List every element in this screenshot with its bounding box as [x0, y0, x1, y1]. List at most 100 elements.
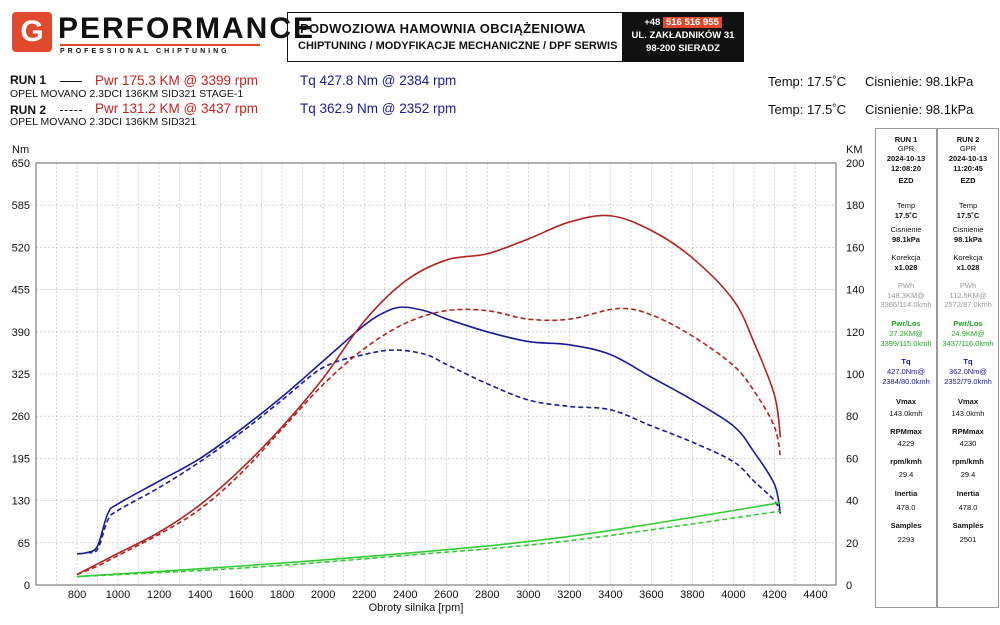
- x-tick-label: 3600: [639, 589, 663, 601]
- run2-legend-line: [60, 110, 82, 111]
- y-left-tick-label: 585: [12, 200, 30, 212]
- run1-stat-tq1: 427.0Nm@: [886, 367, 926, 376]
- run1-car: OPEL MOVANO 2.3DCI 136KM SID321 STAGE-1: [10, 88, 244, 100]
- run2-label: RUN 2: [10, 103, 47, 117]
- run2-stat-pwh1: 112.5KM@: [949, 291, 987, 300]
- x-tick-label: 2000: [311, 589, 335, 601]
- brand-tagline: PROFESSIONAL CHIPTUNING: [60, 48, 230, 55]
- x-tick-label: 1800: [270, 589, 294, 601]
- y-right-axis-title: KM: [846, 144, 863, 156]
- y-right-tick-label: 160: [846, 242, 864, 254]
- header-title: PODWOZIOWA HAMOWNIA OBCIĄŻENIOWA: [300, 21, 586, 36]
- brand-underline: [60, 44, 260, 46]
- x-tick-label: 2800: [475, 589, 499, 601]
- plot-frame: [35, 162, 837, 586]
- run2-stat-tq1: 362.0Nm@: [948, 367, 988, 376]
- brand-logo-icon: G: [12, 12, 52, 52]
- run1-power: Pwr 175.3 KM @ 3399 rpm: [95, 73, 259, 88]
- run2-stat-rk-label: rpm/kmh: [952, 457, 984, 466]
- los-run-2-series: [76, 510, 781, 578]
- brand-name: PERFORMANCE: [58, 12, 316, 45]
- y-left-tick-label: 520: [12, 242, 30, 254]
- run1-torque: Tq 427.8 Nm @ 2384 rpm: [300, 73, 457, 88]
- run1-stat-kor: x1.028: [894, 263, 918, 272]
- y-left-tick-label: 65: [18, 538, 30, 550]
- y-left-tick-label: 390: [12, 327, 30, 339]
- run2-stat-s: 2501: [959, 535, 977, 544]
- run2-stat-tq2: 2352/79.0kmh: [944, 377, 992, 386]
- run2-stat-in: 478.0: [958, 503, 978, 512]
- run2-stat-in-label: Inertia: [956, 489, 980, 498]
- header-title-box: [287, 12, 624, 62]
- run2-stat-pwh2: 2572/87.0kmh: [944, 300, 992, 309]
- y-right-tick-label: 100: [846, 369, 864, 381]
- run2-power: Pwr 131.2 KM @ 3437 rpm: [95, 101, 259, 116]
- run1-stat-gpr: GPR: [897, 144, 915, 153]
- run2-stat-ezd: EZD: [960, 176, 976, 185]
- run1-stat-vmax: 143.0kmh: [889, 409, 923, 418]
- run1-stat-pwh1: 148.3KM@: [887, 291, 925, 300]
- y-right-tick-label: 120: [846, 327, 864, 339]
- run2-stat-pwr1: 24.9KM@: [951, 329, 985, 338]
- x-tick-label: 1400: [188, 589, 212, 601]
- run1-stat-tq2: 2384/80.0kmh: [882, 377, 930, 386]
- run1-stat-pwr2: 3399/115.0kmh: [880, 339, 932, 348]
- run2-stat-time: 11:20:45: [953, 164, 983, 173]
- y-left-tick-label: 650: [12, 158, 30, 170]
- run1-legend-line: [60, 81, 82, 82]
- run1-stat-in: 478.0: [896, 503, 916, 512]
- run2-temp: Temp: 17.5˚C: [768, 102, 847, 117]
- run2-stat-rpm: 4230: [959, 439, 977, 448]
- run1-stat-cis-label: Cisnienie: [890, 225, 922, 234]
- y-left-tick-label: 195: [12, 453, 30, 465]
- x-tick-label: 2400: [393, 589, 417, 601]
- run2-stat-temp-label: Temp: [958, 201, 978, 210]
- y-left-tick-label: 260: [12, 411, 30, 423]
- run1-stat-kor-label: Korekcja: [891, 253, 921, 262]
- run2-stat-rpm-label: RPMmax: [952, 427, 984, 436]
- address-street: UL. ZAKŁADNIKÓW 31: [631, 30, 735, 41]
- y-right-tick-label: 40: [846, 496, 858, 508]
- run2-stat-vmax: 143.0kmh: [951, 409, 985, 418]
- y-left-tick-label: 130: [12, 496, 30, 508]
- x-tick-label: 3000: [516, 589, 540, 601]
- run1-stat-ezd: EZD: [898, 176, 914, 185]
- run2-stat-temp: 17.5˚C: [956, 211, 980, 220]
- x-tick-label: 2200: [352, 589, 376, 601]
- run2-stat-pwr-label: Pwr/Los: [953, 319, 983, 328]
- run2-pressure: Cisnienie: 98.1kPa: [865, 102, 974, 117]
- tq-run-2-series: [87, 349, 782, 554]
- run2-torque: Tq 362.9 Nm @ 2352 rpm: [300, 101, 457, 116]
- pwr-run-2-series: [76, 307, 782, 576]
- chart-grid: [36, 162, 837, 586]
- run1-stat-pwh2: 3366/114.0kmh: [880, 300, 932, 309]
- phone-number: 516 516 955: [662, 17, 722, 28]
- run1-stat-s: 2293: [897, 535, 915, 544]
- run1-stat-date: 2024-10-13: [886, 154, 926, 163]
- x-tick-label: 1000: [106, 589, 130, 601]
- run2-stat-kor-label: Korekcja: [953, 253, 983, 262]
- run2-stat-cis-label: Cisnienie: [952, 225, 984, 234]
- run1-stat-rpm-label: RPMmax: [890, 427, 922, 436]
- y-left-tick-label: 455: [12, 285, 30, 297]
- y-left-tick-label: 325: [12, 369, 30, 381]
- phone-line: +48 516 516 955: [622, 16, 744, 29]
- x-tick-label: 2600: [434, 589, 458, 601]
- run1-stat-vmax-label: Vmax: [895, 397, 916, 406]
- run1-temp: Temp: 17.5˚C: [768, 74, 847, 89]
- run2-stats-panel: RUN 2 GPR 2024-10-13 11:20:45 EZD Temp 1…: [937, 128, 999, 608]
- y-right-tick-label: 180: [846, 200, 864, 212]
- contact-box: +48 516 516 955 UL. ZAKŁADNIKÓW 31 98-20…: [622, 12, 744, 62]
- y-left-axis-title: Nm: [12, 144, 29, 156]
- run2-car: OPEL MOVANO 2.3DCI 136KM SID321: [10, 116, 197, 128]
- run1-label: RUN 1: [10, 73, 47, 87]
- run1-stat-run: RUN 1: [894, 135, 918, 144]
- run1-stat-rpm: 4229: [897, 439, 915, 448]
- run1-pressure: Cisnienie: 98.1kPa: [865, 74, 974, 89]
- x-tick-label: 4400: [803, 589, 827, 601]
- run1-stat-in-label: Inertia: [894, 489, 918, 498]
- run1-stat-time: 12:08:20: [890, 164, 922, 173]
- run2-stat-tq-label: Tq: [963, 357, 973, 366]
- x-tick-label: 3400: [598, 589, 622, 601]
- run1-stat-pwr1: 27.2KM@: [889, 329, 923, 338]
